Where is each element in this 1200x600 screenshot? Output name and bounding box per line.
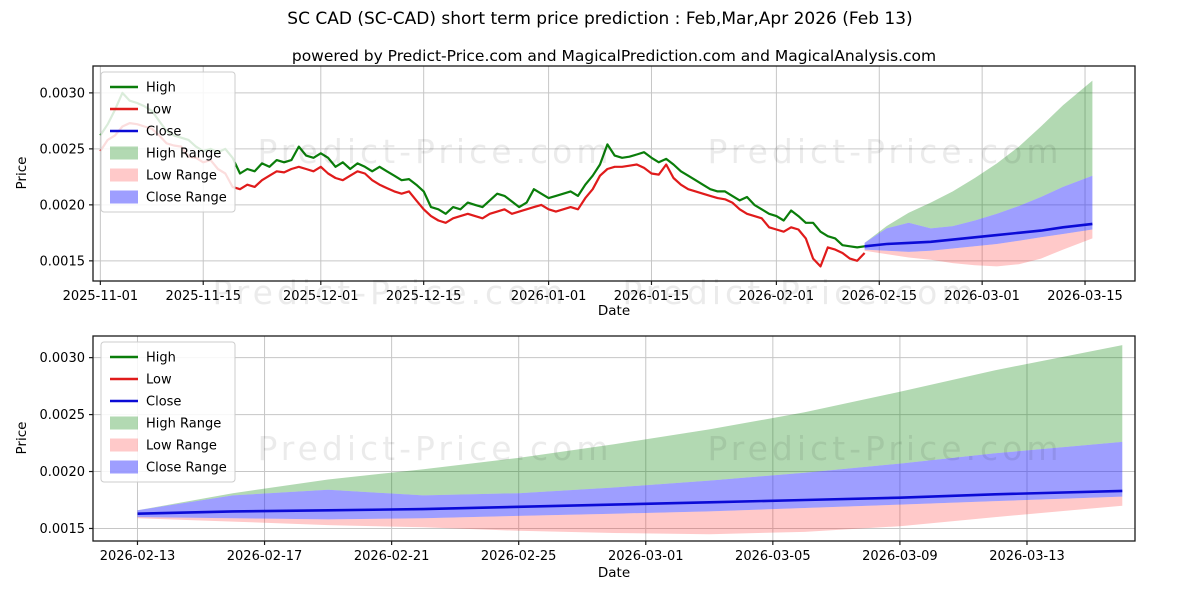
legend-item-label: Close [146,395,181,410]
legend-item-label: High [146,81,176,96]
watermark-text: Predict-Price.com [707,429,1062,468]
x-tick-label: 2026-03-01 [944,289,1020,304]
watermark-text: Predict-Price.com [212,273,567,312]
high-range-legend-swatch [110,416,138,430]
watermark-text: Predict-Price.com [257,429,612,468]
x-tick-label: 2026-03-05 [735,549,811,564]
legend-box [100,71,236,213]
plot-border [92,65,1136,282]
bottom-x-axis-label: Date [597,565,631,581]
x-tick-label: 2026-02-17 [227,549,303,564]
top-chart-plot: 2025-11-01 2025-11-15 2025-12-01 2025-12-15… [40,65,1136,312]
x-tick-label: 2026-03-15 [1047,289,1123,304]
close-line-series [137,489,1123,515]
y-tick-label: 0.0015 [40,522,86,537]
figure-subtitle: powered by Predict-Price.com and Magical… [291,47,937,65]
x-tick-label: 2026-03-09 [862,549,938,564]
x-tick-label: 2026-02-21 [354,549,430,564]
y-tick-label: 0.0020 [40,198,86,213]
close-range-legend-swatch [110,460,138,474]
x-tick-label: 2026-02-01 [739,289,815,304]
watermark-text: Predict-Price.com [707,132,1062,171]
legend-item-label: High Range [146,417,221,432]
legend-item-label: Low Range [146,169,217,184]
watermark-text: Predict-Price.com [622,273,977,312]
close-range-legend-swatch [110,190,138,204]
x-tick-label: 2026-01-01 [511,289,587,304]
y-tick-label: 0.0030 [40,86,86,101]
x-tick-label: 2025-12-15 [386,289,462,304]
y-tick-label: 0.0020 [40,465,86,480]
x-tick-label: 2026-02-25 [481,549,557,564]
low-range-legend-swatch [110,438,138,452]
plot-border [92,335,1136,542]
watermark-text: Predict-Price.com [257,132,612,171]
low-range-legend-swatch [110,168,138,182]
x-tick-label: 2025-11-15 [165,289,241,304]
close-line-series [864,222,1093,248]
legend-item-label: Close Range [146,191,227,206]
figure-title: SC CAD (SC-CAD) short term price predict… [287,9,913,29]
low-range-band [137,496,1123,535]
legend-item-label: Low [146,103,172,118]
low-range-band [864,229,1093,267]
y-tick-label: 0.0015 [40,254,86,269]
x-tick-label: 2026-03-13 [989,549,1065,564]
legend-item-label: High Range [146,147,221,162]
close-range-band [137,441,1123,520]
legend-item-label: Low [146,373,172,388]
close-range-band [864,175,1093,252]
x-tick-label: 2026-01-15 [614,289,690,304]
x-tick-label: 2026-03-01 [608,549,684,564]
y-tick-label: 0.0030 [40,351,86,366]
y-tick-label: 0.0025 [40,408,86,423]
top-x-axis-label: Date [597,303,631,319]
legend-item-label: High [146,351,176,366]
legend-item-label: Low Range [146,439,217,454]
high-range-legend-swatch [110,146,138,160]
x-tick-label: 2025-11-01 [63,289,139,304]
bottom-chart-plot: 2026-02-13 2026-02-17 2026-02-21 2026-02-25… [40,335,1136,564]
legend-item-label: Close [146,125,181,140]
x-tick-label: 2025-12-01 [283,289,359,304]
high-range-band [137,345,1123,511]
legend-box [100,341,236,483]
legend-item-label: Close Range [146,461,227,476]
high-range-band [864,80,1093,243]
y-tick-label: 0.0025 [40,142,86,157]
x-tick-label: 2026-02-15 [841,289,917,304]
x-tick-label: 2026-02-13 [100,549,176,564]
